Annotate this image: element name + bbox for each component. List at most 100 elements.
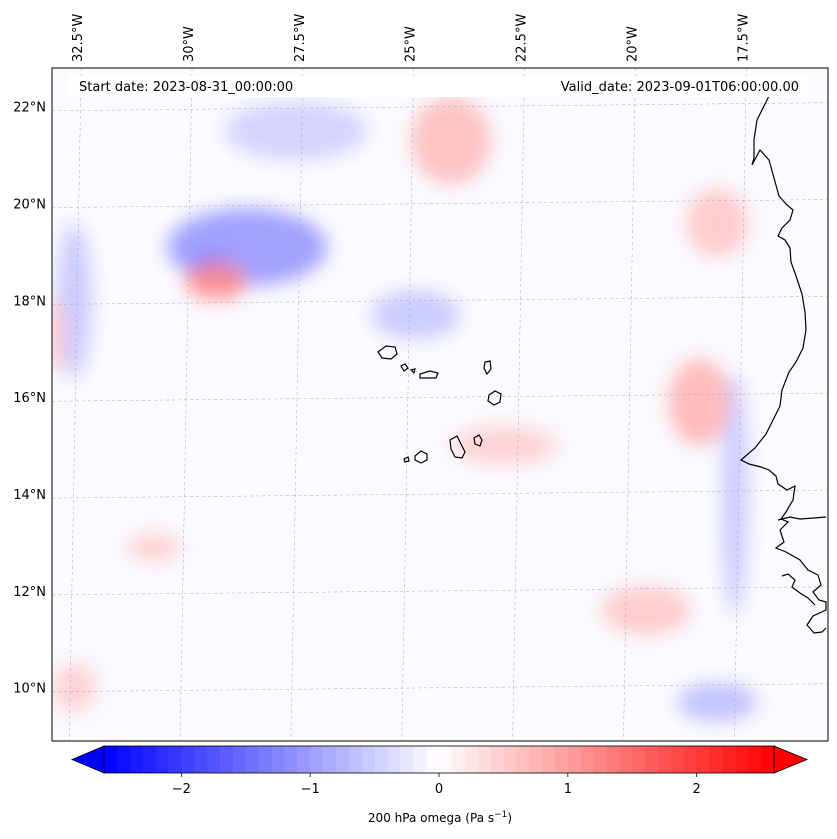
colorbar-band [361, 746, 376, 773]
colorbar-band [503, 746, 517, 773]
meridian-line [290, 68, 304, 741]
colorbar-band [439, 746, 453, 773]
island-sao-vicente [400, 363, 409, 372]
colorbar-band [129, 746, 144, 773]
colorbar-label: 200 hPa omega (Pa s−1) [368, 810, 512, 825]
colorbar-band [284, 746, 298, 773]
colorbar-tick-label: 1 [564, 782, 572, 797]
meridian-line [623, 68, 636, 741]
colorbar-band [619, 746, 633, 773]
coastline-africa [739, 93, 827, 634]
map-frame [51, 67, 829, 742]
colorbar-band [761, 746, 775, 773]
lon-tick-label: 32.5°W [71, 14, 86, 62]
field-descent-east-north [686, 189, 749, 257]
meridian-line [68, 68, 82, 741]
lon-tick-label: 20°W [625, 26, 640, 62]
lat-tick-label: 12°N [13, 585, 46, 600]
field-descent-west [185, 261, 248, 301]
colorbar-band [451, 746, 466, 773]
meridian-line [512, 68, 525, 741]
omega-field [52, 97, 758, 722]
coastline-guinea [781, 573, 816, 606]
island-boa-vista [487, 390, 502, 406]
info-banner [69, 76, 809, 97]
colorbar-band [400, 746, 414, 773]
colorbar-band [529, 746, 543, 773]
island-santiago [449, 435, 466, 459]
meridian-line [179, 68, 193, 741]
colorbar-band [116, 746, 131, 773]
field-descent-north [411, 97, 491, 185]
field-ascent-southeast [677, 682, 758, 722]
graticule [52, 68, 828, 741]
colorbar-band [413, 746, 427, 773]
colorbar-band [542, 746, 556, 773]
longitude-labels: 32.5°W 30°W 27.5°W 25°W 22.5°W 20°W 17.5°W [71, 14, 751, 62]
colorbar-band [735, 746, 749, 773]
colorbar-band [181, 746, 195, 773]
colorbar-min-extension [70, 745, 105, 774]
lon-tick-label: 22.5°W [515, 14, 530, 62]
colorbar-band [709, 746, 723, 773]
coastline-gambia [777, 516, 827, 521]
colorbar-band [554, 746, 569, 773]
colorbar-band [323, 746, 337, 773]
colorbar-band [516, 746, 530, 773]
colorbar-band [606, 746, 620, 773]
island-fogo [414, 450, 428, 464]
colorbar-band [207, 746, 221, 773]
colorbar-band [232, 746, 247, 773]
colorbar-band [748, 746, 762, 773]
colorbar-band [580, 746, 595, 773]
colorbar-label-text: 200 hPa omega (Pa s [368, 811, 494, 825]
colorbar-band [722, 746, 736, 773]
map-panel: Start date: 2023-08-31_00:00:00 Valid_da… [51, 67, 829, 742]
colorbar-band [142, 746, 157, 773]
lon-tick-label: 25°W [404, 26, 419, 62]
island-maio [473, 434, 483, 447]
lat-tick-label: 16°N [13, 391, 46, 406]
colorbar-band [426, 746, 440, 773]
cape-verde-islands [377, 345, 502, 464]
field-descent-south-west [127, 532, 181, 562]
lon-tick-label: 27.5°W [293, 14, 308, 62]
colorbar-band [310, 746, 324, 773]
colorbar-band [567, 746, 582, 773]
lat-tick-label: 18°N [13, 294, 46, 309]
field-descent-west-strip [52, 295, 66, 374]
lat-tick-label: 14°N [13, 488, 46, 503]
coastline-mainland [739, 93, 827, 634]
colorbar-band [335, 746, 350, 773]
colorbar-band [348, 746, 363, 773]
colorbar-ticks: −2 −1 0 1 2 [172, 773, 701, 797]
colorbar-band [245, 746, 260, 773]
colorbar-label-close: ) [507, 811, 512, 825]
lat-tick-label: 22°N [13, 101, 46, 116]
colorbar-band [464, 746, 479, 773]
lon-tick-label: 30°W [182, 26, 197, 62]
field-descent-southeast [601, 586, 691, 635]
colorbar-band [374, 746, 388, 773]
meridian-line [734, 68, 747, 741]
lon-tick-label: 17.5°W [736, 14, 751, 62]
colorbar-tick-label: 2 [693, 782, 701, 797]
island-sal [483, 360, 492, 376]
island-santa-luzia [409, 368, 416, 375]
colorbar-max-extension [773, 745, 809, 774]
meridian-line [401, 68, 414, 741]
colorbar-band [490, 746, 504, 773]
colorbar-band [683, 746, 698, 773]
field-ascent-east-band [721, 373, 749, 616]
start-date-label: Start date: 2023-08-31_00:00:00 [79, 80, 293, 95]
colorbar-tick-label: −2 [172, 782, 191, 797]
valid-date-label: Valid_date: 2023-09-01T06:00:00.00 [561, 80, 799, 95]
latitude-labels: 22°N 20°N 18°N 16°N 14°N 12°N 10°N [13, 101, 46, 697]
colorbar-band [593, 746, 607, 773]
colorbar-band [219, 746, 234, 773]
island-santo-antao [377, 345, 398, 360]
colorbar-band [155, 746, 169, 773]
field-ascent-north [224, 101, 367, 160]
colorbar-band [258, 746, 272, 773]
